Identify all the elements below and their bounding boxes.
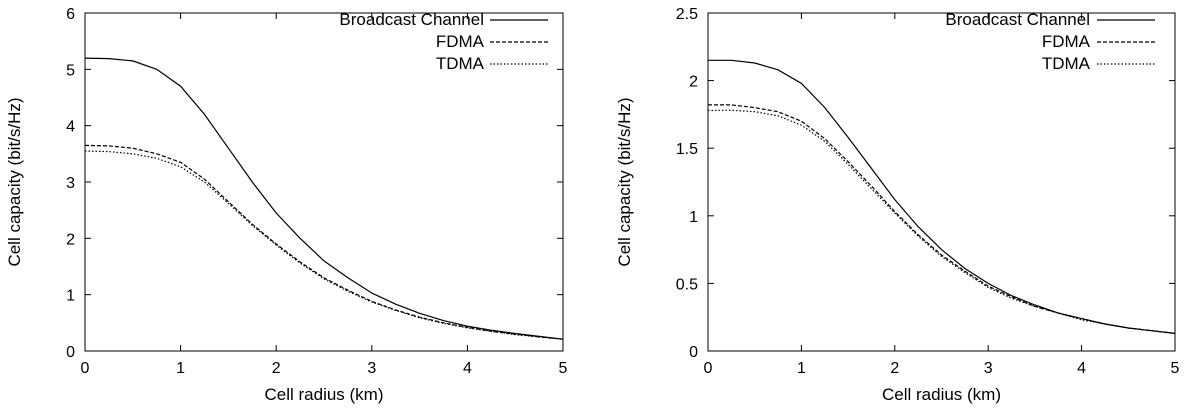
legend-label: Broadcast Channel	[339, 10, 484, 29]
series-line-broadcast-channel	[84, 57, 564, 340]
legend-label: FDMA	[436, 32, 485, 51]
y-tick-label: 4	[66, 119, 75, 136]
legend-label: TDMA	[1042, 54, 1091, 73]
plot-frame	[707, 12, 1176, 352]
series-line-tdma	[708, 109, 1176, 334]
y-tick-label: 1.5	[676, 141, 698, 158]
chart-panel-1: 0 1 2 3 4 5 0 1 2 3 4 5 6 Cell radius (km) Cell capaci…	[5, 6, 568, 404]
y-axis-label: Cell capacity (bit/s/Hz)	[5, 97, 24, 266]
x-tick-label: 4	[463, 360, 472, 377]
x-tick-label: 5	[1171, 360, 1180, 377]
y-tick-label: 0	[66, 344, 75, 361]
x-axis-label: Cell radius (km)	[264, 385, 383, 404]
chart-panel-2: 0 1 2 3 4 5 0 0.5 1 1.5 2 2.5 Cell radius (km) Cell c…	[615, 6, 1180, 404]
y-tick-label: 0.5	[676, 276, 698, 293]
x-tick-label: 1	[797, 360, 806, 377]
legend-label: Broadcast Channel	[945, 10, 1090, 29]
x-tick-label: 2	[272, 360, 281, 377]
y-tick-label: 2	[66, 231, 75, 248]
y-tick-label: 6	[66, 6, 75, 23]
legend-label: TDMA	[436, 54, 485, 73]
y-tick-label: 2	[689, 74, 698, 91]
x-tick-label: 0	[81, 360, 90, 377]
x-tick-label: 2	[890, 360, 899, 377]
x-tick-label: 4	[1077, 360, 1086, 377]
x-tick-label: 3	[367, 360, 376, 377]
y-tick-label: 1	[689, 209, 698, 226]
series-line-broadcast-channel	[708, 59, 1176, 334]
series-line-fdma	[84, 144, 564, 340]
y-tick-label: 3	[66, 175, 75, 192]
series-line-tdma	[84, 150, 564, 340]
y-tick-label: 1	[66, 288, 75, 305]
y-tick-label: 0	[689, 344, 698, 361]
x-tick-label: 5	[559, 360, 568, 377]
x-axis-label: Cell radius (km)	[882, 385, 1001, 404]
legend-label: FDMA	[1042, 32, 1091, 51]
x-tick-label: 1	[176, 360, 185, 377]
x-tick-label: 0	[704, 360, 713, 377]
y-tick-label: 5	[66, 62, 75, 79]
y-tick-label: 2.5	[676, 6, 698, 23]
x-tick-label: 3	[984, 360, 993, 377]
y-axis-label: Cell capacity (bit/s/Hz)	[615, 97, 634, 266]
series-line-fdma	[708, 104, 1176, 334]
